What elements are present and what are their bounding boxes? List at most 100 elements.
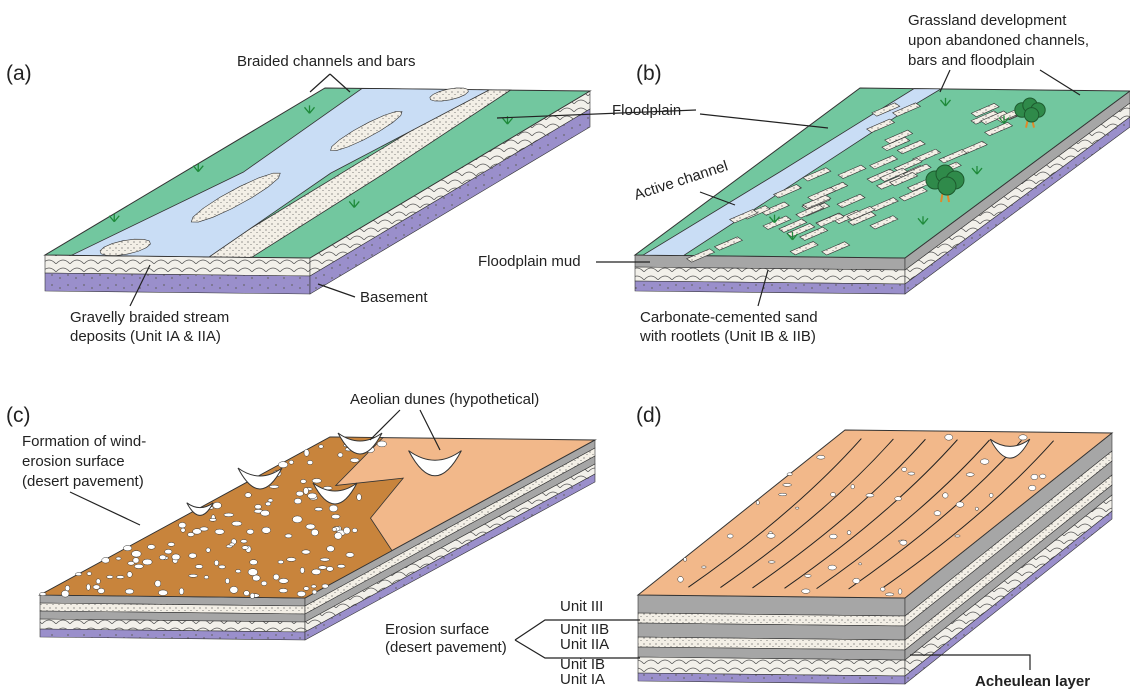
pebble [851, 485, 854, 489]
pebble [245, 493, 251, 498]
pebble [147, 545, 155, 550]
pebble [172, 554, 180, 560]
pebble [40, 592, 46, 595]
pebble [327, 546, 335, 552]
label: Unit IIA [560, 636, 609, 653]
pebble [179, 522, 186, 528]
pebble [956, 502, 964, 507]
label: erosion surface [22, 453, 125, 470]
pebble [195, 565, 203, 569]
pebble [287, 557, 296, 561]
label: with rootlets (Unit IB & IIB) [639, 328, 816, 345]
pebble [255, 504, 262, 509]
pebble [312, 569, 321, 575]
label: Carbonate-cemented sand [640, 309, 818, 326]
pebble [302, 550, 310, 554]
front-layer [45, 255, 310, 276]
pebble [296, 491, 303, 496]
pebble [805, 574, 811, 577]
pebble [179, 588, 184, 595]
pebble [229, 543, 234, 546]
figure: (a) Braided channels and bars Gravelly b… [0, 0, 1130, 690]
pebble [980, 459, 988, 464]
pebble [268, 499, 273, 502]
pebble [830, 534, 838, 539]
pebble [885, 593, 893, 596]
pebble [209, 518, 216, 521]
pebble [859, 563, 862, 565]
pebble [1029, 485, 1036, 490]
pebble [289, 460, 294, 464]
pebble [908, 472, 915, 475]
pebble [989, 493, 993, 497]
pebble [312, 478, 321, 483]
pebble [817, 455, 825, 459]
pebble [262, 527, 271, 533]
pebble [261, 581, 267, 586]
pebble [853, 578, 860, 583]
pebble [204, 576, 208, 579]
pebble [279, 588, 288, 592]
pebble [898, 589, 902, 594]
pebble [206, 548, 210, 552]
pebble [65, 585, 70, 591]
pebble [219, 565, 226, 569]
pebble [975, 507, 978, 510]
pebble [955, 535, 960, 537]
pebble [311, 529, 318, 536]
label: Basement [360, 289, 428, 306]
pebble [779, 493, 787, 496]
label: deposits (Unit IA & IIA) [70, 328, 221, 345]
label: Unit IA [560, 671, 605, 688]
pebble [767, 533, 775, 538]
pebble [278, 462, 287, 468]
pebble [1031, 474, 1038, 479]
pebble [332, 528, 336, 532]
pebble [273, 574, 279, 580]
pebble [116, 557, 121, 560]
label: (c) [6, 404, 31, 427]
pebble [319, 445, 324, 448]
pebble [168, 542, 175, 546]
pebble [304, 449, 309, 456]
pebble [292, 516, 302, 523]
pebble [320, 558, 329, 561]
label: Grassland development [908, 12, 1067, 29]
pebble [308, 493, 317, 499]
pebble [683, 558, 686, 562]
pebble [285, 534, 292, 538]
pebble [96, 579, 100, 584]
pebble [244, 591, 250, 596]
pebble [880, 587, 885, 591]
tree-crown [1024, 108, 1038, 122]
pebble [702, 566, 706, 568]
pebble [756, 501, 759, 505]
pebble [334, 532, 342, 539]
pebble [300, 567, 304, 573]
pebble [265, 502, 271, 506]
pebble [902, 467, 907, 471]
pebble [230, 586, 238, 593]
pebble [326, 566, 333, 571]
pebble [727, 534, 733, 538]
pebble [322, 584, 328, 588]
label: Formation of wind- [22, 433, 146, 450]
pebble [311, 585, 316, 588]
pebble [155, 580, 161, 587]
pebble [343, 527, 350, 534]
pebble [123, 546, 132, 551]
pebble [945, 434, 953, 440]
pebble [132, 551, 142, 557]
pebble [866, 494, 874, 497]
tree-crown [938, 177, 956, 195]
pebble [134, 564, 143, 568]
pebble [242, 546, 248, 550]
pebble [1019, 435, 1027, 440]
pebble [304, 587, 309, 591]
pebble [787, 473, 792, 476]
pebble [159, 555, 166, 560]
pebble [189, 553, 197, 558]
label: Floodplain mud [478, 253, 581, 270]
pebble [678, 576, 684, 582]
pebble [966, 473, 974, 477]
